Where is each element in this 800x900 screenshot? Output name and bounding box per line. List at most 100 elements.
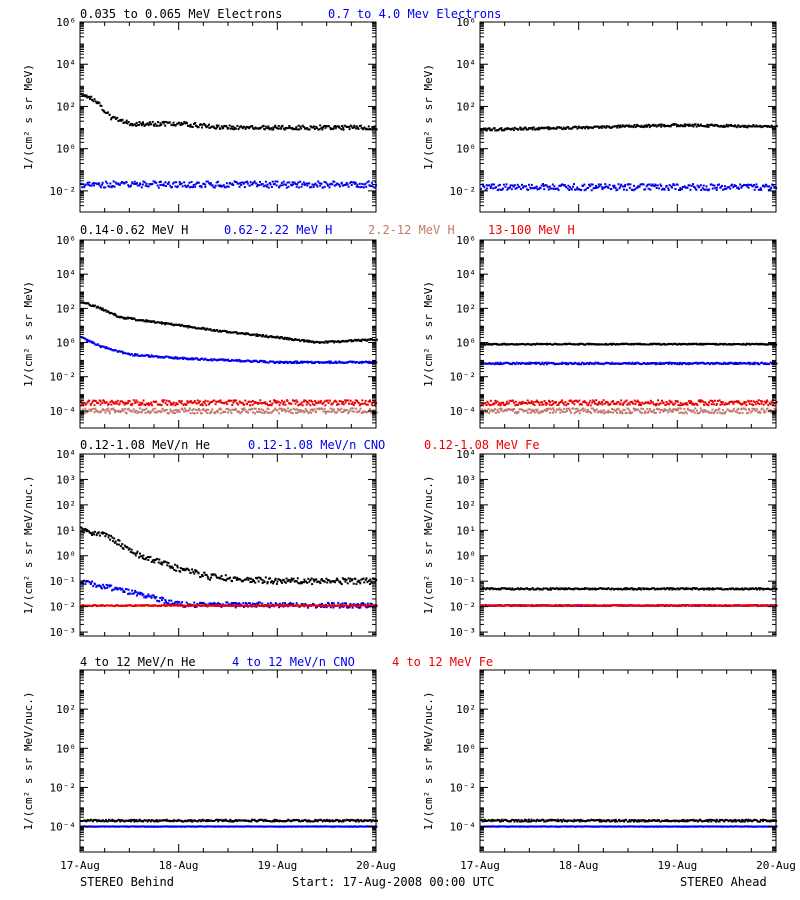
data-point-salmon <box>680 411 683 414</box>
data-point-blue <box>522 186 524 189</box>
data-point-red <box>131 402 134 405</box>
data-point-red <box>335 400 338 403</box>
data-point-black <box>300 582 303 585</box>
data-point-blue <box>152 180 155 183</box>
data-point-blue <box>136 592 139 595</box>
data-point-red <box>182 403 185 406</box>
data-point-black <box>192 326 194 329</box>
data-point-black <box>537 343 540 346</box>
data-point-blue <box>332 362 335 365</box>
data-point-black <box>738 343 741 345</box>
data-point-red <box>233 400 236 403</box>
data-point-black <box>84 95 87 98</box>
data-point-black <box>527 128 530 131</box>
data-point-blue <box>487 184 490 187</box>
data-point-black <box>606 125 609 128</box>
data-point-salmon <box>113 409 116 412</box>
data-point-black <box>648 123 650 126</box>
data-point-salmon <box>169 410 172 413</box>
data-point-blue <box>294 182 297 185</box>
data-point-salmon <box>313 408 316 411</box>
data-point-blue <box>679 189 682 191</box>
data-point-red <box>356 400 359 403</box>
data-point-blue <box>250 603 253 606</box>
data-point-red <box>260 402 263 404</box>
data-point-black <box>181 122 184 125</box>
data-point-red <box>758 403 761 406</box>
data-point-salmon <box>336 411 338 414</box>
data-point-salmon <box>348 409 351 412</box>
data-point-blue <box>490 185 493 188</box>
data-point-black <box>156 124 159 127</box>
data-point-salmon <box>503 409 506 411</box>
data-point-black <box>674 342 676 345</box>
data-point-salmon <box>753 408 756 410</box>
data-point-red <box>772 403 775 406</box>
data-point-black <box>201 573 204 576</box>
data-point-red <box>348 402 351 405</box>
data-point-red <box>298 403 301 406</box>
data-point-salmon <box>150 410 153 413</box>
data-point-red <box>249 404 251 407</box>
data-point-black <box>296 128 299 131</box>
data-point-blue <box>367 361 370 364</box>
data-point-blue <box>163 356 166 359</box>
data-point-salmon <box>674 408 676 411</box>
data-point-salmon <box>558 407 561 410</box>
data-point-blue <box>496 189 499 192</box>
data-point-red <box>627 402 630 405</box>
data-point-salmon <box>748 408 750 411</box>
data-point-blue <box>491 183 493 186</box>
data-point-blue <box>614 362 617 365</box>
data-point-salmon <box>163 410 166 413</box>
data-point-red <box>161 399 164 402</box>
data-point-black <box>493 342 495 345</box>
data-point-salmon <box>298 410 301 413</box>
data-point-black <box>224 574 227 577</box>
data-point-blue <box>544 361 547 364</box>
data-point-red <box>633 399 636 402</box>
data-point-salmon <box>331 410 334 412</box>
data-point-blue <box>214 358 217 361</box>
data-point-salmon <box>216 411 219 414</box>
data-point-blue <box>344 361 347 364</box>
data-point-red <box>531 402 534 405</box>
data-point-blue <box>129 353 132 356</box>
data-point-blue <box>100 346 102 349</box>
data-point-salmon <box>553 409 556 412</box>
data-point-blue <box>173 357 176 360</box>
data-point-salmon <box>355 407 358 410</box>
data-point-black <box>513 126 516 129</box>
data-point-blue <box>509 184 512 187</box>
data-point-black <box>292 577 295 580</box>
data-point-blue <box>498 183 501 186</box>
data-point-black <box>319 124 322 127</box>
data-point-blue <box>304 602 307 605</box>
y-tick-label: 10⁰ <box>456 143 476 156</box>
data-point-salmon <box>579 409 582 412</box>
data-point-blue <box>300 360 303 363</box>
data-point-black <box>263 581 266 584</box>
data-point-black <box>189 571 192 574</box>
data-point-blue <box>329 360 332 363</box>
data-point-blue <box>90 340 93 343</box>
data-point-blue <box>139 593 142 596</box>
data-point-blue <box>154 597 157 600</box>
data-point-salmon <box>667 411 670 414</box>
data-point-blue <box>234 181 237 183</box>
data-point-black <box>375 128 378 131</box>
data-point-red <box>107 403 110 405</box>
data-point-blue <box>268 182 271 184</box>
data-point-blue <box>761 361 764 364</box>
data-point-black <box>256 333 259 336</box>
data-point-black <box>619 124 622 127</box>
data-point-black <box>152 559 155 562</box>
data-point-salmon <box>616 412 619 414</box>
data-point-blue <box>565 185 567 188</box>
data-point-red <box>714 399 716 402</box>
data-point-salmon <box>85 411 88 414</box>
data-point-salmon <box>729 410 732 413</box>
data-point-red <box>299 403 302 406</box>
data-point-blue <box>217 180 219 183</box>
data-point-black <box>161 563 164 566</box>
